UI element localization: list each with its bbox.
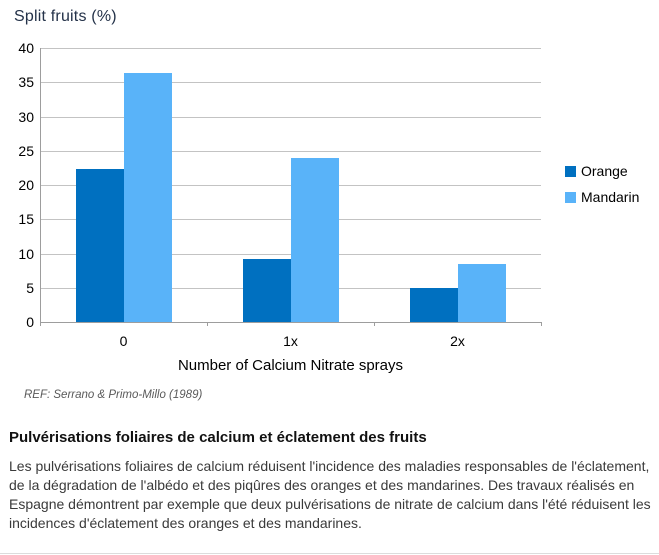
gridline: [40, 82, 541, 83]
y-tick-label: 20: [18, 177, 34, 193]
y-tick-label: 40: [18, 40, 34, 56]
legend-label: Orange: [581, 163, 628, 179]
article-body: Les pulvérisations foliaires de calcium …: [9, 458, 651, 531]
bar-orange-0: [76, 169, 124, 322]
mandarin-series-swatch-icon: [565, 191, 576, 203]
article-heading: Pulvérisations foliaires de calcium et é…: [9, 429, 427, 446]
chart-plot-area: 0 5 10 15 20 25 30 35 40 0 1x 2x: [18, 40, 542, 349]
legend-item-orange: Orange: [565, 163, 639, 179]
gridline: [40, 151, 541, 152]
bar-orange-1x: [243, 259, 291, 322]
chart-reference: REF: Serrano & Primo-Millo (1989): [24, 389, 203, 401]
gridline: [40, 117, 541, 118]
x-category-label: 0: [119, 333, 128, 349]
bar-mandarin-2x: [458, 264, 506, 322]
x-axis-tick: [207, 322, 208, 326]
x-axis-line: [40, 322, 541, 323]
y-axis-line: [40, 48, 41, 326]
y-tick-label: 30: [18, 109, 34, 125]
gridline: [40, 254, 541, 255]
gridline: [40, 185, 541, 186]
legend-item-mandarin: Mandarin: [565, 189, 639, 205]
x-axis-tick: [40, 322, 41, 326]
y-tick-label: 0: [26, 314, 34, 330]
y-tick-label: 5: [26, 280, 34, 296]
y-tick-label: 10: [18, 246, 34, 262]
gridline: [40, 48, 541, 49]
bar-orange-2x: [410, 288, 458, 322]
orange-series-swatch-icon: [565, 165, 576, 177]
y-tick-label: 15: [18, 211, 34, 227]
gridline: [40, 219, 541, 220]
chart-legend: Orange Mandarin: [565, 163, 639, 205]
x-axis-tick: [374, 322, 375, 326]
x-axis-title: Number of Calcium Nitrate sprays: [177, 357, 404, 374]
legend-label: Mandarin: [581, 189, 640, 205]
x-category-label: 2x: [450, 333, 465, 349]
bottom-divider: [0, 553, 659, 554]
x-axis-tick: [541, 322, 542, 326]
y-tick-label: 35: [18, 74, 34, 90]
bar-mandarin-1x: [291, 158, 339, 322]
y-tick-label: 25: [18, 143, 34, 159]
chart-title: Split fruits (%): [14, 8, 117, 25]
bar-mandarin-0: [124, 73, 172, 322]
x-category-label: 1x: [283, 333, 298, 349]
